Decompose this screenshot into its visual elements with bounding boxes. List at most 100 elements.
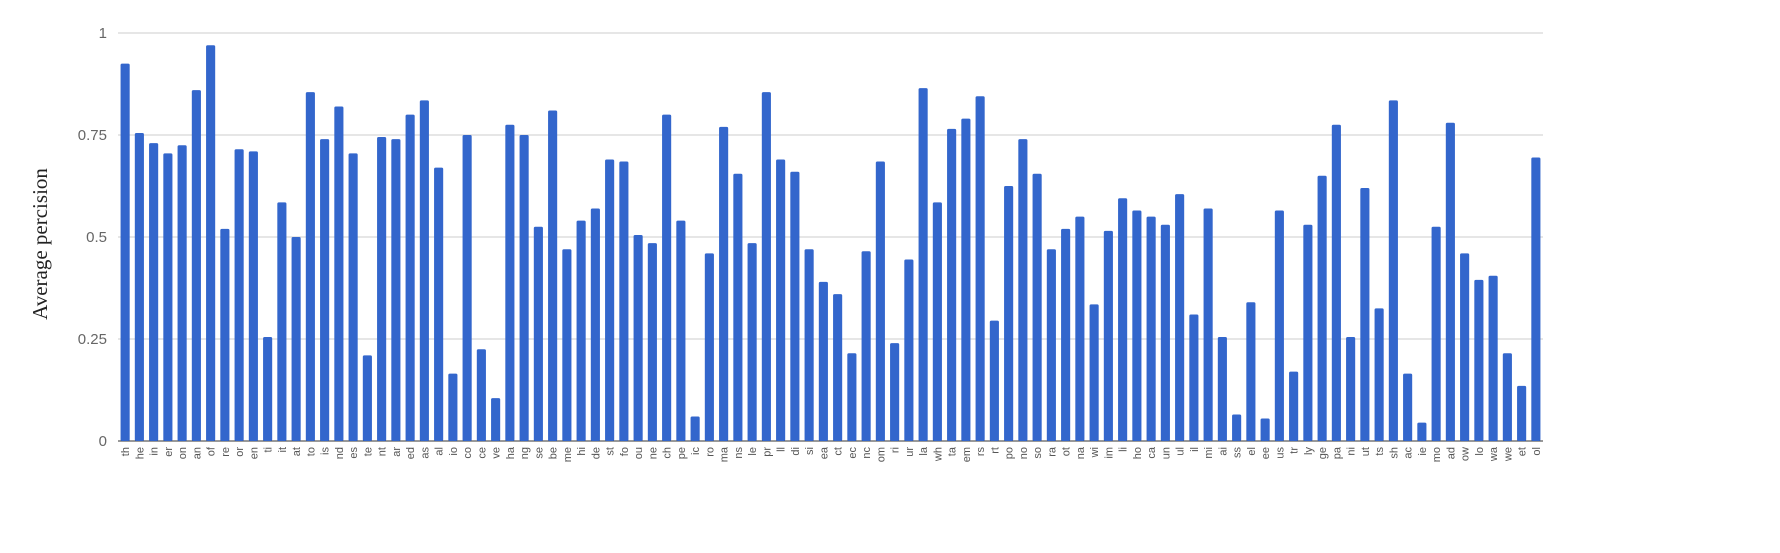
gridlines [118,32,1543,442]
x-tick-label: im [1103,447,1115,459]
x-tick-label: ar [391,447,403,457]
x-tick-label: ma [719,446,731,462]
bar-be [548,110,558,442]
bar-le [747,243,757,441]
x-tick-label: sh [1388,447,1400,459]
x-tick-label: ut [1360,447,1372,456]
x-tick-label: re [220,447,232,457]
x-tick-label: us [1274,447,1286,459]
bar-ct [833,294,843,441]
bar-me [562,249,572,441]
bar-ns [733,173,743,441]
bar-un [1160,224,1170,441]
x-tick-label: fo [619,447,631,456]
bar-ss [1232,414,1242,441]
x-tick-label: na [1075,446,1087,459]
bar-il [1189,314,1199,441]
bar-mo [1431,226,1441,441]
bar-po [1004,186,1014,441]
bar-ho [1132,210,1142,441]
x-tick-label: ro [704,447,716,457]
x-tick-label: ec [847,447,859,459]
x-tick-label: mi [1203,447,1215,459]
x-tick-label: et [1517,447,1529,456]
x-tick-label: it [277,447,289,453]
x-tick-label: ca [1146,446,1158,459]
y-tick-label: 0.5 [86,229,107,246]
bar-of [206,45,216,442]
bar-ts [1374,308,1384,441]
bar-we [1502,353,1512,441]
x-tick-label: nd [334,447,346,459]
bar-om [875,161,885,441]
x-tick-label: le [747,447,759,456]
x-tick-label: rt [989,447,1001,454]
bar-wa [1488,275,1498,441]
x-tick-label: la [918,446,930,455]
bar-ti [263,336,273,441]
x-tick-label: pa [1331,446,1343,459]
bar-te [362,355,372,441]
y-axis-title: Average percision [28,168,52,320]
bar-ma [719,126,729,441]
bar-so [1032,173,1042,441]
x-tick-label: at [291,447,303,456]
x-tick-label: co [462,447,474,459]
x-tick-label: io [448,447,460,456]
x-tick-label: mo [1431,447,1443,462]
bar-rs [975,96,985,442]
x-tick-label: ct [833,447,845,456]
bar-wh [932,202,942,441]
bar-ie [1417,422,1427,441]
bar-la [918,88,928,441]
x-tick-label: di [790,447,802,456]
bar-ri [890,343,900,441]
x-tick-label: an [191,447,203,459]
bar-at [291,237,301,441]
bar-en [248,151,258,441]
x-tick-label: he [134,447,146,459]
bar-ha [505,124,515,442]
bar-nc [861,251,871,441]
x-tick-label: ns [733,447,745,459]
x-tick-label: hi [576,447,588,456]
x-tick-label: on [177,447,189,459]
x-tick-label: wh [932,447,944,462]
x-tick-label: ti [263,447,275,453]
bar-ni [1346,336,1356,441]
x-tick-label: lo [1474,447,1486,456]
bar-io [448,373,458,441]
x-tick-label: nt [377,447,389,456]
x-tick-label: il [1189,447,1201,452]
x-tick-label: me [562,447,574,462]
x-tick-label: si [804,447,816,455]
x-tick-label: ea [818,446,830,459]
bars [120,45,1541,442]
x-tick-label: ch [662,447,674,459]
bar-ea [818,281,828,441]
x-tick-label: ow [1460,447,1472,461]
bar-he [134,132,144,441]
bar-li [1118,198,1128,441]
x-tick-label: is [320,447,332,455]
bar-co [462,135,472,441]
x-tick-label: ol [1531,447,1543,456]
x-tick-label: ts [1374,447,1386,456]
bar-de [590,208,600,441]
bar-on [177,145,187,441]
x-tick-label: wi [1089,447,1101,458]
bar-ut [1360,188,1370,441]
x-tick-label: of [206,446,218,456]
bar-us [1274,210,1284,441]
bar-fo [619,161,629,441]
bar-ra [1046,249,1056,441]
x-tick-label: om [875,447,887,462]
bar-ch [662,114,672,441]
bar-ou [633,234,643,441]
x-tick-label: ng [519,447,531,459]
bar-no [1018,139,1028,441]
bar-th [120,63,130,441]
x-tick-label: ha [505,446,517,459]
